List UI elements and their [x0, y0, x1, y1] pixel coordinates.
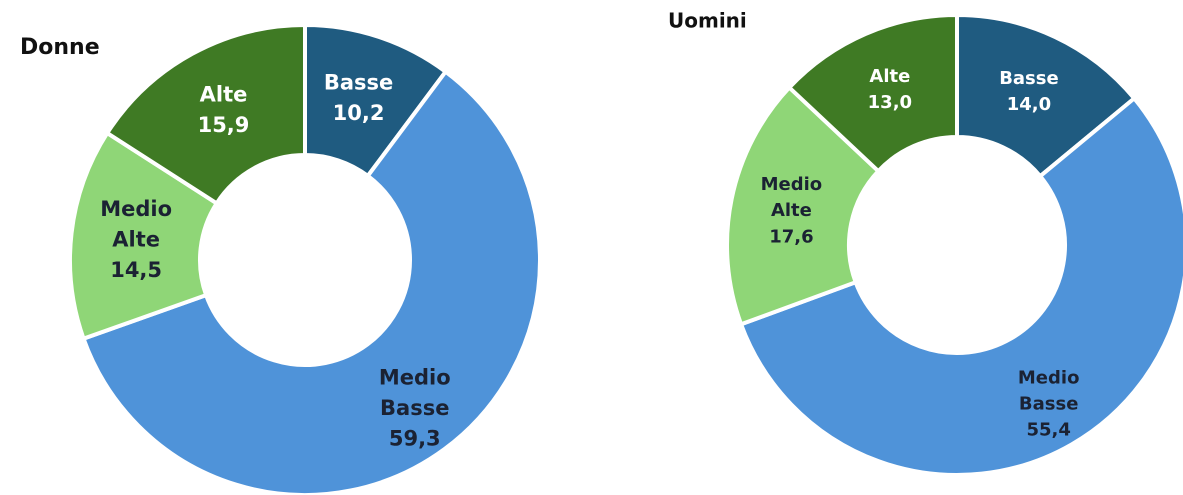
slice-value-label: 14,0 — [1007, 94, 1051, 115]
slice-value-label: 59,3 — [389, 426, 441, 450]
donut-slice — [104, 22, 307, 207]
slice-value-label: 14,5 — [110, 258, 162, 282]
slice-category-label: Basse — [999, 68, 1059, 89]
donut-slice — [786, 12, 959, 174]
slice-value-label: 15,9 — [198, 113, 250, 137]
donut-slice — [80, 68, 542, 495]
slice-category-label: Alte — [869, 66, 910, 87]
donut-slice — [68, 130, 220, 342]
slice-category-label: Medio Basse — [1018, 367, 1080, 414]
donut-slice — [725, 84, 882, 327]
slice-value-label: 10,2 — [333, 101, 385, 125]
chart-title: Donne — [20, 35, 100, 60]
donut-slice — [955, 12, 1138, 179]
slice-category-label: Medio Basse — [379, 365, 451, 419]
slice-value-label: 17,6 — [769, 226, 813, 247]
slice-category-label: Basse — [324, 70, 393, 94]
chart-title: Uomini — [668, 9, 747, 33]
donut-slice — [738, 95, 1183, 477]
slice-category-label: Alte — [200, 83, 248, 107]
slice-category-label: Medio Alte — [100, 197, 172, 251]
slice-value-label: 13,0 — [868, 92, 912, 113]
slice-category-label: Medio Alte — [761, 174, 823, 221]
slice-value-label: 55,4 — [1026, 420, 1070, 441]
